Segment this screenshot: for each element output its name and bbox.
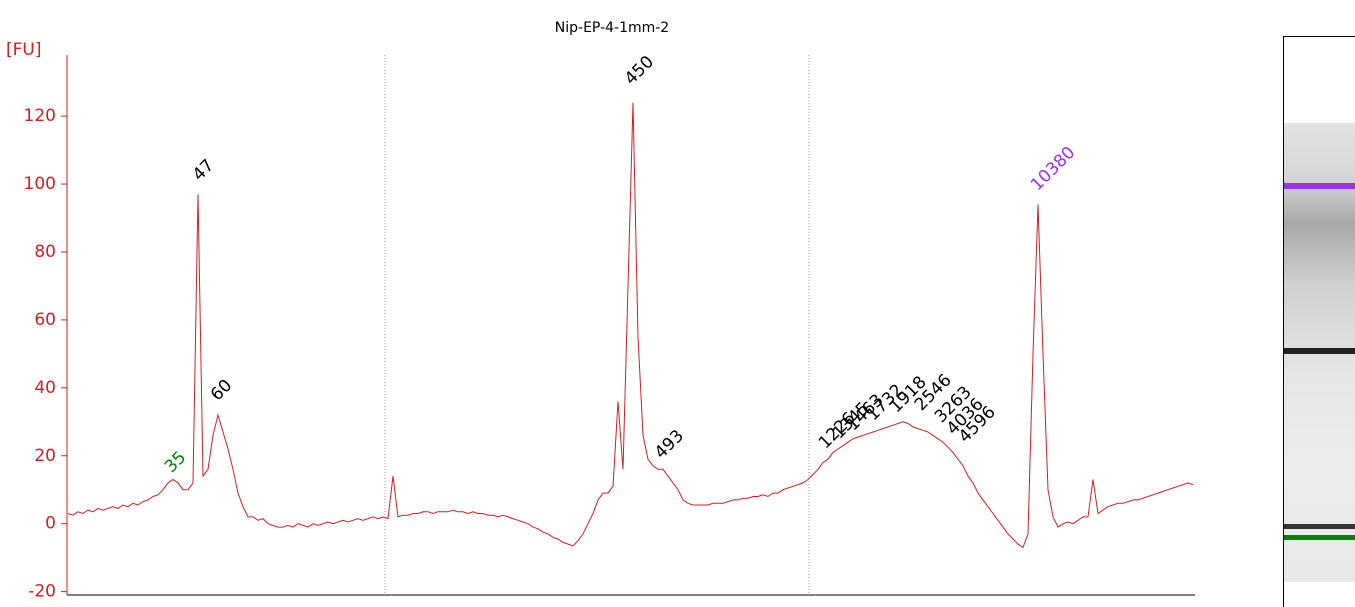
gel-band	[1284, 183, 1355, 189]
y-tick-label: 40	[34, 378, 56, 398]
peak-label: 47	[189, 156, 218, 185]
gel-lane	[1283, 36, 1355, 607]
y-axis-label: [FU]	[6, 40, 42, 60]
peak-label: 10380	[1027, 143, 1079, 195]
gel-band	[1284, 535, 1355, 540]
y-tick-label: 60	[34, 310, 56, 330]
y-tick-label: 100	[24, 174, 56, 194]
y-tick-label: 80	[34, 242, 56, 262]
chart-title: Nip-EP-4-1mm-2	[555, 20, 669, 36]
peak-label: 35	[161, 448, 190, 477]
gel-band	[1284, 524, 1355, 529]
peak-label: 450	[621, 52, 658, 89]
trace	[67, 102, 1194, 549]
y-tick-label: 120	[24, 106, 56, 126]
y-tick-label: 20	[34, 446, 56, 466]
y-tick-label: 0	[45, 514, 56, 534]
y-tick-label: -20	[28, 582, 56, 602]
peak-label: 60	[207, 376, 236, 405]
peak-label: 493	[651, 426, 688, 463]
gel-band	[1284, 348, 1355, 354]
